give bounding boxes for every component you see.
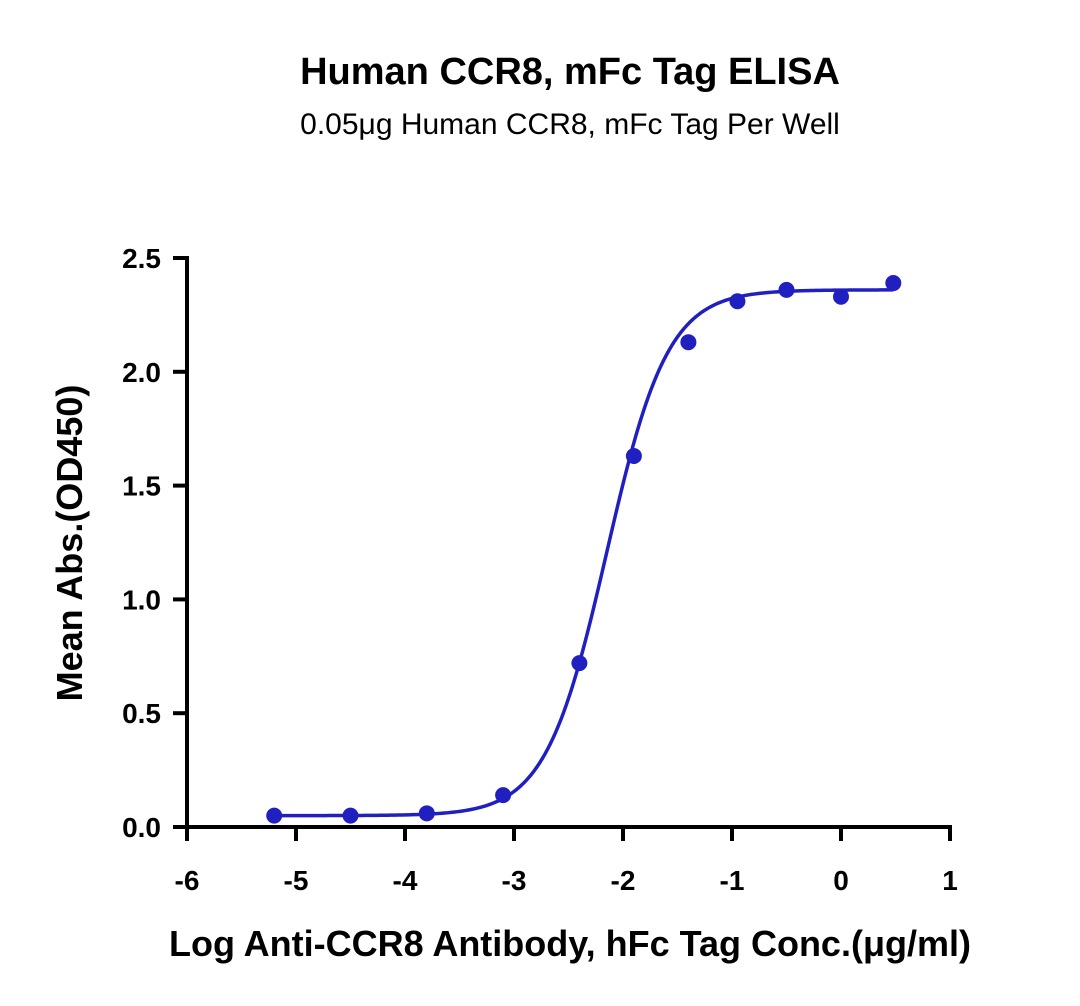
data-point [625, 448, 642, 465]
x-tick-label: 0 [833, 865, 849, 896]
x-tick-label: 1 [942, 865, 958, 896]
data-point [729, 293, 746, 310]
x-tick-label: -1 [720, 865, 745, 896]
data-point [342, 807, 359, 824]
x-tick-label: -4 [393, 865, 418, 896]
fit-curve [274, 288, 894, 818]
x-tick-label: -2 [611, 865, 636, 896]
x-tick-label: -3 [502, 865, 527, 896]
chart-title: Human CCR8, mFc Tag ELISA [300, 51, 840, 93]
y-axis-ticks: 0.0 0.5 1.0 1.5 2.0 2.5 [122, 243, 187, 843]
y-axis-title: Mean Abs.(OD450) [49, 385, 90, 702]
data-point [833, 288, 849, 305]
y-tick-label: 0.0 [122, 812, 161, 843]
data-point [885, 275, 902, 292]
y-tick-label: 2.0 [122, 357, 161, 388]
data-point [778, 281, 795, 298]
plot-marks [266, 275, 902, 824]
x-tick-label: -5 [284, 865, 309, 896]
x-axis-title: Log Anti-CCR8 Antibody, hFc Tag Conc.(μg… [169, 923, 971, 964]
data-point [418, 805, 435, 822]
data-point [495, 787, 512, 804]
x-tick-label: -6 [175, 865, 200, 896]
axes [185, 256, 952, 829]
data-point [680, 334, 697, 351]
chart-subtitle: 0.05μg Human CCR8, mFc Tag Per Well [300, 108, 840, 141]
x-axis-ticks: -6 -5 -4 -3 -2 -1 0 1 [175, 827, 958, 896]
y-tick-label: 2.5 [122, 243, 161, 274]
y-tick-label: 0.5 [122, 698, 161, 729]
data-point [571, 655, 588, 672]
y-tick-label: 1.5 [122, 471, 161, 502]
data-point [266, 807, 283, 824]
y-tick-label: 1.0 [122, 584, 161, 615]
